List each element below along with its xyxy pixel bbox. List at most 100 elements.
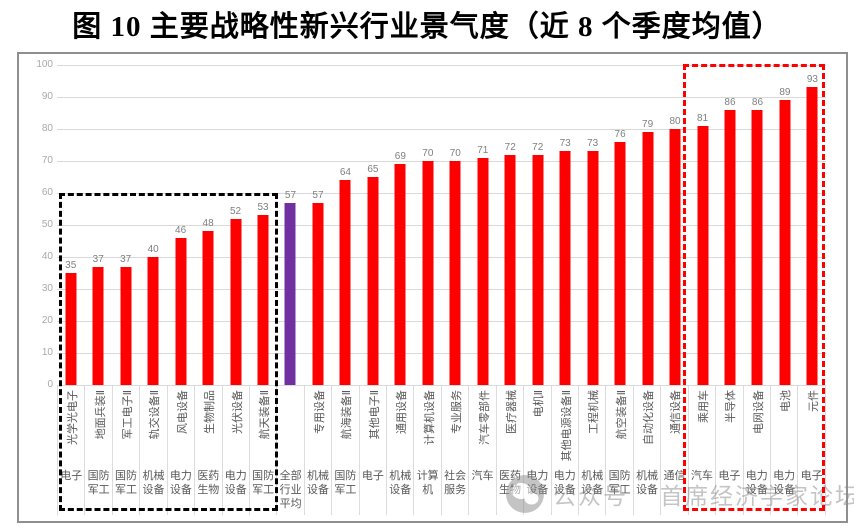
gridline [57,257,826,258]
x-category: 元件 电子 [798,385,826,515]
bar-value-label: 72 [532,141,544,153]
sector-label: 电子 [361,470,384,482]
bar-value-label: 81 [696,112,709,124]
industry-label: 专业服务 [451,390,464,434]
y-tick-label: 70 [41,155,53,166]
bar-value-label: 70 [422,148,434,159]
industry-bar [669,129,681,385]
sector-label: 国防军工 [334,470,357,496]
bar-value-label: 93 [806,74,818,86]
bar-column: 76 [606,65,633,385]
y-tick-label: 10 [41,347,53,358]
gridline [57,97,826,98]
x-category: 地面兵装Ⅱ 国防军工 [85,385,113,515]
chart-container: 35 37 37 40 46 48 52 53 57 57 64 65 69 70 70 71 72 72 73 73… [17,52,854,523]
bar-column: 37 [84,65,111,385]
bar-column: 71 [469,65,496,385]
sector-label: 国防军工 [115,470,138,496]
bar-column: 35 [57,65,84,385]
industry-bar [587,151,599,385]
bar-column: 70 [414,65,441,385]
sector-label: 电力设备 [773,470,796,496]
y-tick-label: 40 [41,251,53,262]
sector-label: 电子 [718,470,741,482]
bar-value-label: 80 [669,116,681,127]
gridline [57,225,826,226]
sector-label: 国防军工 [252,470,275,496]
industry-bar [779,100,791,385]
x-category: 乘用车 汽车 [689,385,717,515]
bar-column: 81 [689,65,716,385]
bars-row: 35 37 37 40 46 48 52 53 57 57 64 65 69 70 70 71 72 72 73 73… [57,65,826,385]
average-bar [284,202,296,385]
sector-label: 机械设备 [307,470,329,496]
x-category: 轨交设备Ⅱ 机械设备 [140,385,168,515]
industry-bar [449,161,461,385]
sector-label: 全部行业平均 [279,470,302,510]
sector-label: 机械设备 [581,470,604,496]
industry-label: 其他电子Ⅱ [368,390,381,440]
industry-label: 专用设备 [314,390,326,434]
bar-column: 40 [139,65,166,385]
sector-label: 社会服务 [444,470,467,496]
sector-label: 机械设备 [636,470,659,496]
x-category: 光伏设备 电力设备 [223,385,250,515]
black-dashed-highlight-box [59,193,278,511]
industry-bar [147,257,159,385]
gridline [57,193,826,194]
sector-label: 国防军工 [608,470,631,496]
gridline [57,129,826,130]
bar-value-label: 57 [284,189,297,201]
gridline [57,65,826,66]
bar-column: 53 [249,65,276,385]
industry-bar [230,218,242,385]
industry-bar [312,202,324,385]
bar-value-label: 53 [257,202,269,214]
industry-label: 电机Ⅱ [533,390,546,418]
bar-value-label: 69 [394,151,406,163]
industry-label: 其他电源设备Ⅱ [560,390,573,462]
bar-value-label: 57 [312,189,324,201]
bar-column: 48 [194,65,221,385]
plot-area: 35 37 37 40 46 48 52 53 57 57 64 65 69 70 70 71 72 72 73 73… [57,65,826,386]
bar-value-label: 64 [339,167,351,179]
industry-bar [477,157,489,385]
x-category: 风电设备 电力设备 [168,385,196,515]
watermark-name: 首席经济学家论坛 [660,483,854,509]
red-dashed-highlight-box [683,64,825,511]
industry-bar [614,141,626,385]
gridline [57,289,826,290]
bar-column: 69 [387,65,414,385]
sector-label: 计算机 [416,470,439,496]
x-category: 电池 电力设备 [771,385,799,515]
bar-column: 86 [716,65,743,385]
gridline [57,161,826,162]
y-tick-label: 60 [41,187,53,198]
industry-label: 医疗器械 [505,390,518,434]
industry-label: 自动化设备 [643,390,656,445]
industry-bar [92,266,104,385]
industry-bar [642,132,654,385]
bar-value-label: 35 [65,260,77,271]
industry-bar [175,237,187,385]
bar-value-label: 40 [147,244,159,255]
y-tick-label: 20 [41,315,53,326]
x-category: 全部行业平均 [277,385,305,515]
x-category: 航空装备Ⅱ 国防军工 [606,385,634,515]
y-tick-label: 0 [47,379,53,390]
industry-bar [394,164,406,385]
sector-label: 电力设备 [169,470,192,496]
bar-value-label: 37 [120,253,132,265]
sector-label: 电子 [800,470,823,482]
industry-bar [806,87,818,385]
sector-label: 电力设备 [553,470,576,496]
bar-column: 93 [799,65,826,385]
bar-value-label: 73 [587,138,599,150]
bar-column: 46 [167,65,194,385]
sector-label: 机械设备 [142,470,165,496]
bar-column: 79 [634,65,661,385]
industry-bar [120,266,132,385]
x-category: 电网设备 电力设备 [744,385,771,515]
sector-label: 通信 [663,470,686,482]
x-category: 自动化设备 机械设备 [634,385,662,515]
